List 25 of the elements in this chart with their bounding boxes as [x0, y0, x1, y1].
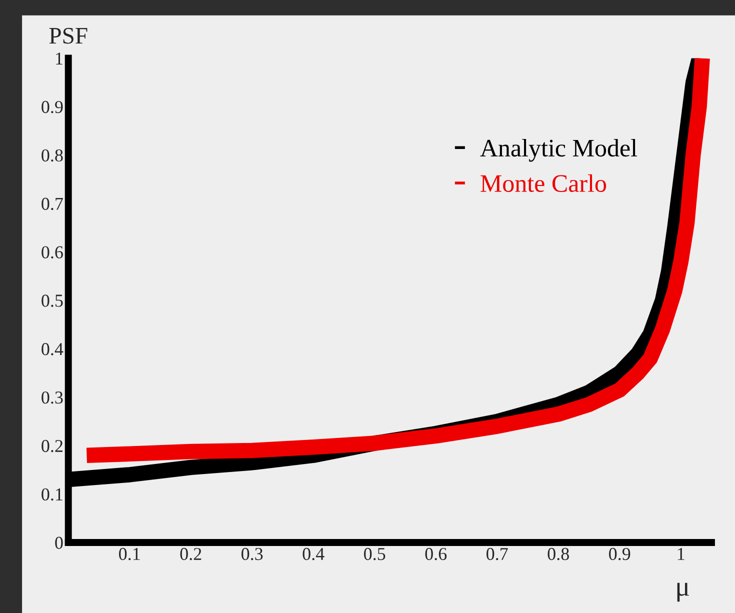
- y-tick-label: 0.7: [42, 198, 63, 210]
- x-tick-label: 0.1: [119, 548, 140, 560]
- legend-label: Analytic Model: [480, 139, 638, 162]
- x-tick-label: 0.8: [548, 548, 569, 560]
- x-tick-label: 0.9: [609, 548, 630, 560]
- y-tick-label: 0.2: [42, 440, 62, 452]
- x-tick-label: 0.7: [486, 548, 508, 560]
- x-tick-label: 1: [678, 548, 684, 560]
- y-tick-label: 0.6: [42, 246, 63, 258]
- y-axis-title: PSF: [49, 28, 88, 44]
- y-tick-label: 0.5: [42, 294, 63, 307]
- legend-label: Monte Carlo: [480, 174, 606, 192]
- y-tick-label: 0.9: [42, 100, 63, 114]
- y-tick-label: 0.3: [42, 391, 63, 404]
- y-tick-label: 1: [56, 52, 62, 64]
- y-tick-label: 0.4: [42, 343, 64, 356]
- y-tick-label: 0.8: [42, 149, 63, 162]
- y-tick-label: 0: [55, 536, 63, 549]
- x-tick-label: 0.5: [364, 548, 386, 560]
- x-axis-title: μ: [677, 582, 689, 602]
- x-tick-label: 0.6: [425, 548, 447, 560]
- y-tick-label: 0.1: [42, 488, 62, 501]
- x-tick-label: 0.4: [302, 548, 324, 560]
- x-tick-label: 0.3: [242, 548, 263, 560]
- x-tick-label: 0.2: [180, 548, 202, 560]
